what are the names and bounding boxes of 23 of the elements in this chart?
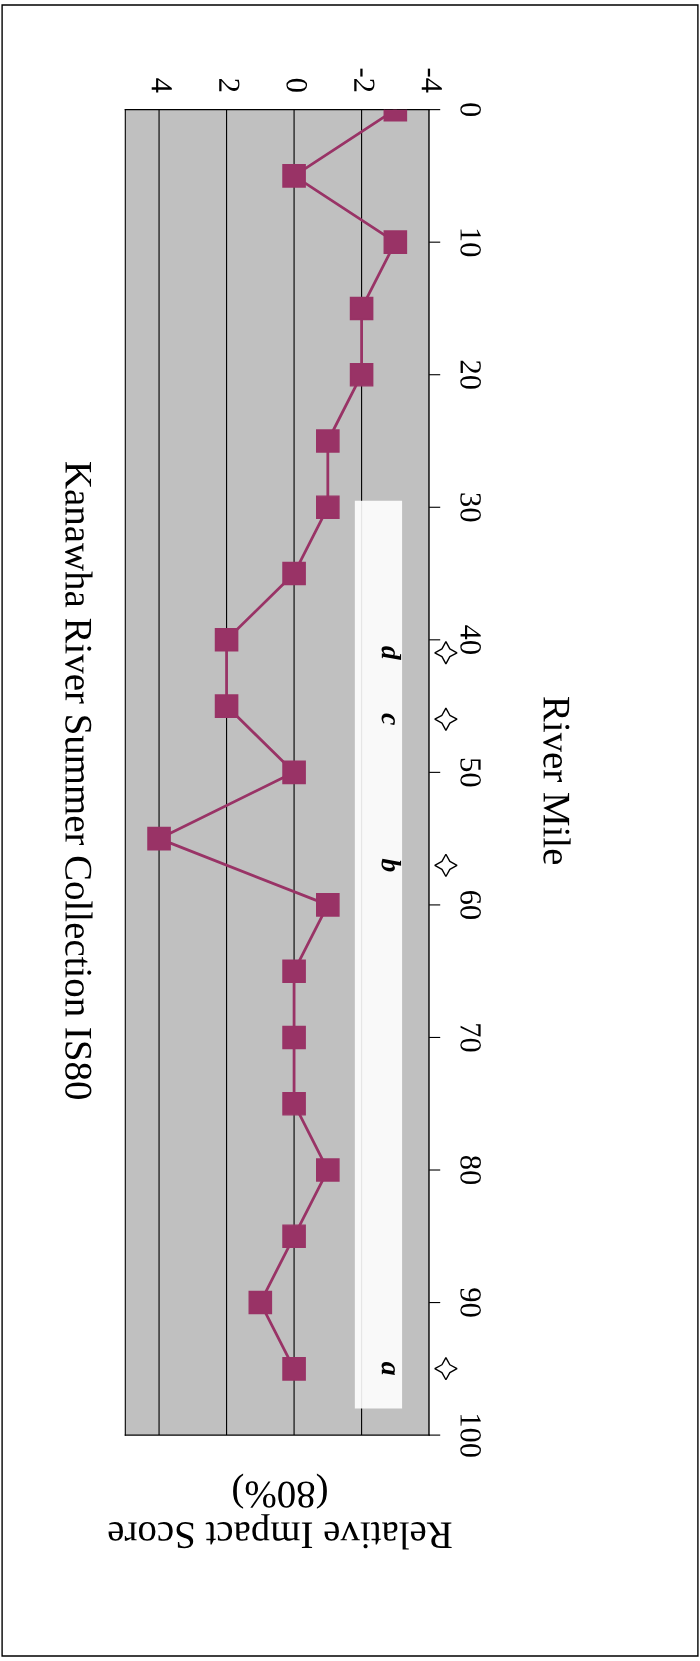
- y-tick-label: 60: [460, 890, 481, 920]
- x-tick-label: -4: [421, 68, 442, 93]
- x-tick-label: 2: [219, 79, 240, 92]
- y-tick-label: 70: [460, 1024, 481, 1052]
- x-tick-label: -2: [354, 68, 375, 92]
- y-tick-label: 10: [460, 229, 481, 257]
- x-axis-title: Relative Impact Score (80%): [108, 1473, 452, 1550]
- y-tick-label: 0: [460, 103, 481, 117]
- text: Kanawha River Summer Collection IS80: [65, 462, 93, 1099]
- y-tick-label: 30: [460, 493, 481, 522]
- annotation: c: [381, 713, 395, 725]
- y-tick-label: 50: [460, 758, 481, 787]
- y-tick-label: 80: [460, 1155, 481, 1185]
- y-axis-title: River Mile: [543, 697, 571, 865]
- annotation: a: [381, 1362, 395, 1375]
- annotation: b: [381, 858, 402, 872]
- x-tick-label: 4: [151, 78, 172, 93]
- y-tick-label: 90: [460, 1288, 481, 1317]
- y-tick-label: 40: [460, 625, 481, 654]
- y-tick-label: 20: [460, 360, 481, 389]
- x-tick-label: 0: [286, 78, 308, 92]
- y-tick-label: 100: [460, 1414, 481, 1457]
- annotation: d: [381, 646, 402, 661]
